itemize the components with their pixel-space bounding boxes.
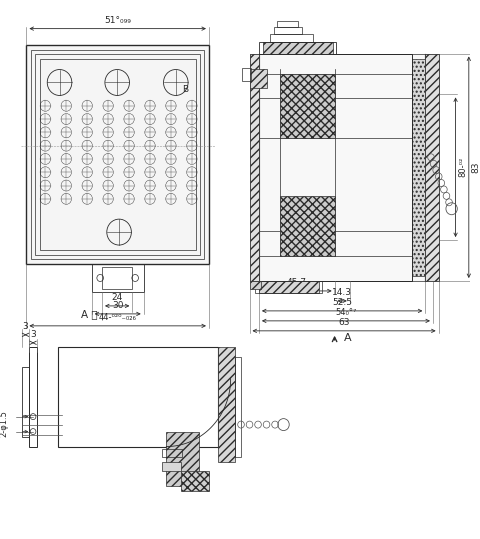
Bar: [249, 68, 266, 88]
Text: 3: 3: [23, 322, 28, 331]
Text: 14.3: 14.3: [332, 288, 351, 298]
Bar: [31, 50, 204, 259]
Bar: [258, 42, 336, 53]
Bar: [274, 26, 302, 33]
Bar: [166, 432, 199, 486]
Bar: [29, 347, 37, 446]
Bar: [270, 33, 312, 42]
Text: 44-⁰²⁰₋₀₂₆: 44-⁰²⁰₋₀₂₆: [98, 313, 136, 322]
Bar: [249, 53, 258, 281]
Text: 45.7: 45.7: [286, 279, 306, 287]
Text: 83: 83: [471, 162, 480, 173]
Text: 63: 63: [337, 319, 349, 327]
Bar: [258, 53, 411, 281]
Bar: [26, 45, 208, 264]
Bar: [92, 264, 144, 292]
Bar: [262, 42, 332, 53]
Bar: [235, 357, 240, 457]
Bar: [161, 461, 180, 472]
Text: B: B: [182, 86, 188, 94]
Bar: [161, 448, 182, 457]
Text: 52.5: 52.5: [332, 299, 351, 307]
Text: 24: 24: [111, 293, 122, 302]
Text: A 向: A 向: [81, 309, 98, 319]
Bar: [249, 281, 260, 289]
Text: 3: 3: [30, 330, 36, 340]
Bar: [58, 347, 218, 446]
Text: 30: 30: [112, 301, 123, 310]
Text: 51°₀₉₉: 51°₀₉₉: [104, 16, 131, 25]
Bar: [22, 367, 29, 437]
Text: 80-⁰²: 80-⁰²: [457, 157, 467, 177]
Bar: [411, 59, 424, 276]
Bar: [279, 73, 334, 139]
Bar: [258, 281, 318, 293]
Bar: [276, 20, 297, 26]
Bar: [249, 53, 438, 281]
Bar: [424, 53, 438, 281]
Bar: [180, 472, 208, 492]
Bar: [279, 196, 334, 256]
Bar: [102, 267, 132, 289]
Text: A: A: [343, 333, 351, 343]
Bar: [35, 53, 200, 255]
Text: 54₀°⁷: 54₀°⁷: [335, 308, 356, 317]
Bar: [241, 67, 251, 81]
Text: 2-φ1.5: 2-φ1.5: [0, 410, 9, 437]
Bar: [40, 59, 195, 250]
Bar: [255, 281, 322, 293]
Bar: [218, 347, 235, 461]
